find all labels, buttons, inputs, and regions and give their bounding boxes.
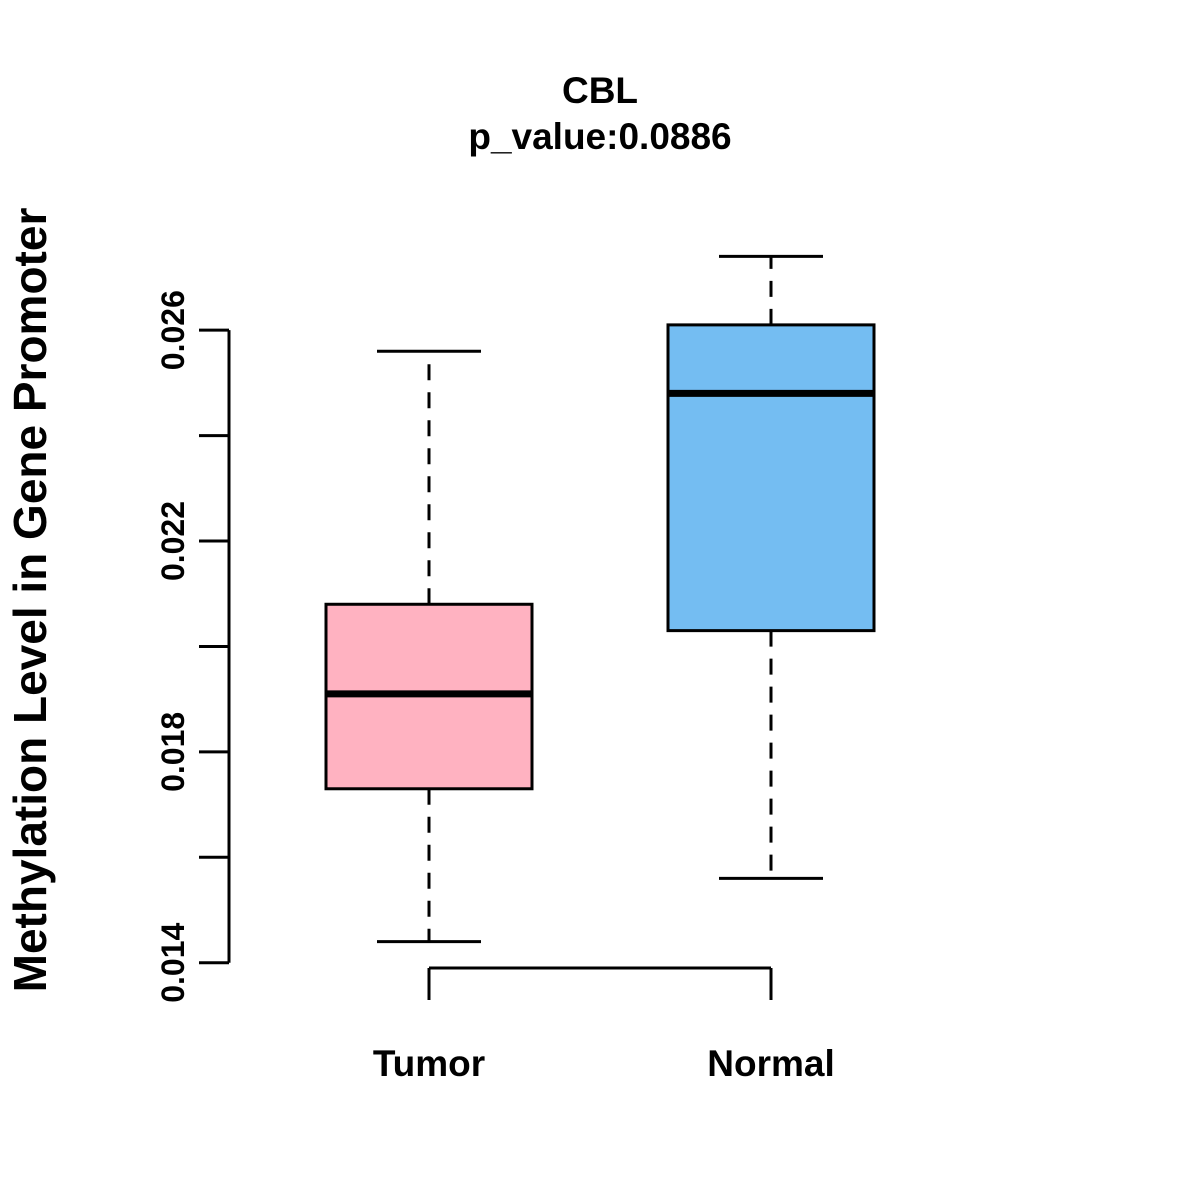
chart-title: CBL bbox=[562, 70, 638, 111]
y-axis-label: Methylation Level in Gene Promoter bbox=[4, 208, 56, 993]
y-tick-label: 0.026 bbox=[155, 290, 191, 370]
x-tick-label-normal: Normal bbox=[707, 1043, 834, 1084]
y-tick-label: 0.022 bbox=[155, 501, 191, 581]
y-axis: 0.014 0.018 0.022 0.026 bbox=[155, 290, 231, 1003]
chart-subtitle-pvalue: p_value:0.0886 bbox=[468, 116, 731, 157]
y-tick-label: 0.014 bbox=[155, 922, 191, 1002]
box-rect bbox=[666, 323, 876, 633]
x-axis bbox=[427, 966, 773, 1000]
x-tick-label-tumor: Tumor bbox=[373, 1043, 485, 1084]
boxplot-tumor bbox=[324, 349, 534, 944]
boxplot-normal bbox=[666, 254, 876, 880]
y-tick-label: 0.018 bbox=[155, 712, 191, 792]
